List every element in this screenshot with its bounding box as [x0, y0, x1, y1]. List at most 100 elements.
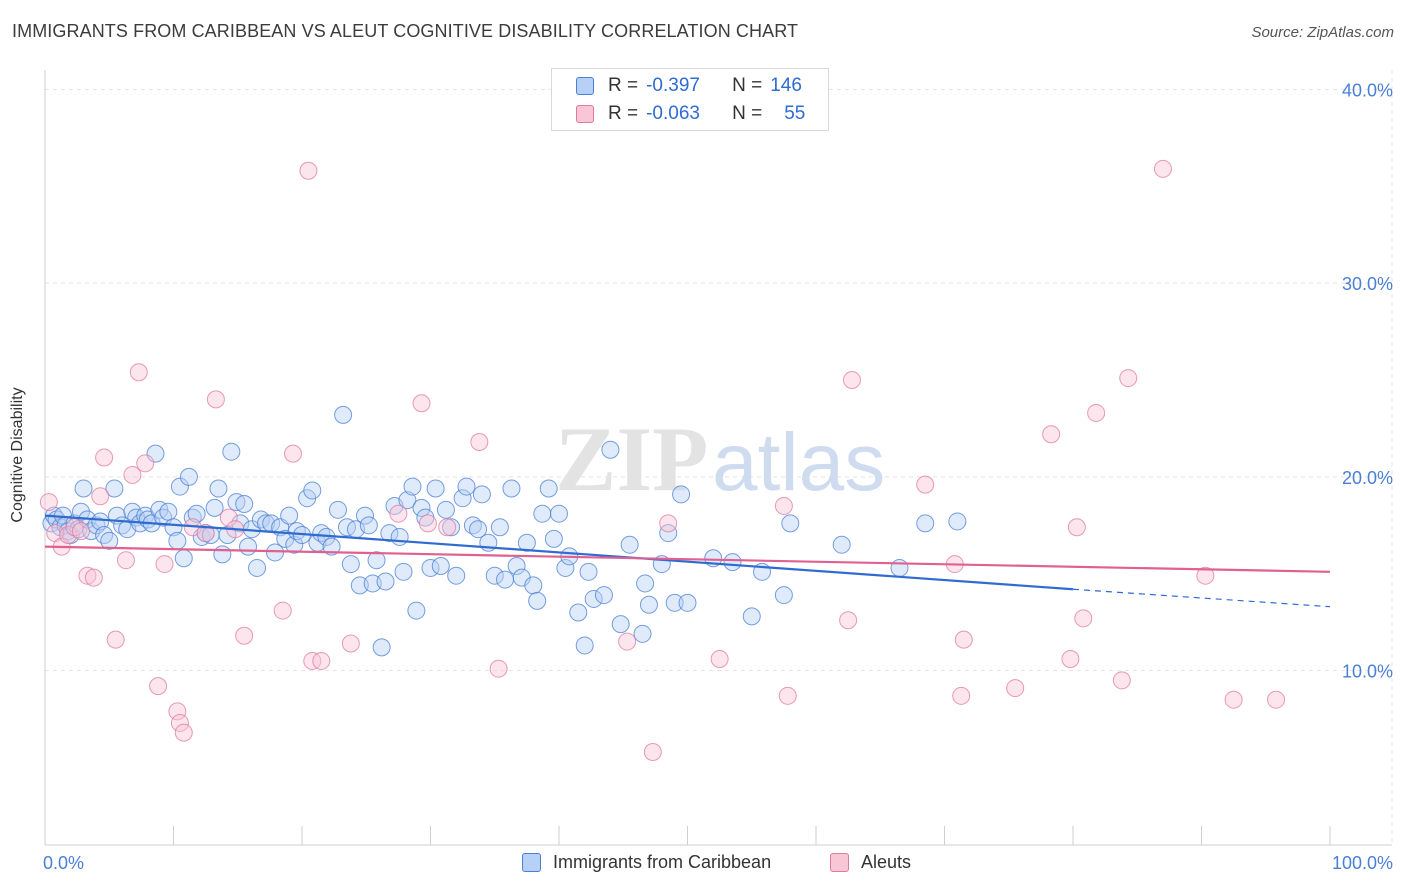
legend-label-caribbean: Immigrants from Caribbean — [553, 852, 772, 872]
point-caribbean — [457, 477, 476, 496]
watermark-atlas: atlas — [712, 417, 885, 508]
point-aleuts — [618, 632, 637, 651]
point-caribbean — [611, 615, 630, 634]
point-aleuts — [954, 630, 973, 649]
r-label: R = — [608, 75, 639, 96]
series-legend: Immigrants from Caribbean Aleuts — [0, 852, 1406, 878]
point-caribbean — [633, 624, 652, 643]
point-aleuts — [219, 508, 238, 527]
point-caribbean — [544, 529, 563, 548]
legend-swatch-caribbean — [576, 77, 594, 95]
point-caribbean — [575, 636, 594, 655]
point-caribbean — [403, 477, 422, 496]
point-aleuts — [1074, 609, 1093, 628]
point-caribbean — [916, 514, 935, 533]
point-aleuts — [1196, 566, 1215, 585]
y-tick-label: 10.0% — [1342, 662, 1393, 682]
grid-lines — [45, 70, 1393, 845]
n-label: N = — [732, 103, 763, 124]
point-caribbean — [394, 562, 413, 581]
point-aleuts — [952, 686, 971, 705]
point-caribbean — [665, 593, 684, 612]
axes — [44, 70, 1392, 846]
point-aleuts — [136, 454, 155, 473]
n-value: 55 — [784, 103, 806, 124]
point-aleuts — [116, 551, 135, 570]
point-caribbean — [672, 485, 691, 504]
point-caribbean — [528, 591, 547, 610]
point-aleuts — [284, 444, 303, 463]
n-label: N = — [732, 75, 763, 96]
point-caribbean — [248, 558, 267, 577]
source-credit: Source: ZipAtlas.com — [1251, 24, 1394, 41]
point-aleuts — [341, 634, 360, 653]
point-caribbean — [594, 586, 613, 605]
point-caribbean — [359, 516, 378, 535]
point-caribbean — [303, 481, 322, 500]
point-aleuts — [84, 568, 103, 587]
point-caribbean — [355, 506, 374, 525]
point-caribbean — [168, 531, 187, 550]
point-aleuts — [71, 522, 90, 541]
point-caribbean — [280, 506, 299, 525]
legend-swatch-aleuts — [830, 853, 849, 872]
watermark-zip: ZIP — [555, 408, 708, 510]
legend-item-caribbean[interactable]: Immigrants from Caribbean — [522, 852, 771, 873]
point-caribbean — [412, 498, 431, 517]
point-aleuts — [170, 713, 189, 732]
point-caribbean — [579, 562, 598, 581]
trend-line-aleuts — [44, 545, 1331, 573]
point-caribbean — [322, 537, 341, 556]
point-caribbean — [328, 500, 347, 519]
point-caribbean — [774, 586, 793, 605]
point-caribbean — [496, 570, 515, 589]
point-caribbean — [390, 527, 409, 546]
point-caribbean — [781, 514, 800, 533]
point-aleuts — [273, 601, 292, 620]
point-aleuts — [839, 611, 858, 630]
point-caribbean — [209, 479, 228, 498]
point-caribbean — [436, 500, 455, 519]
point-aleuts — [1224, 690, 1243, 709]
point-caribbean — [447, 566, 466, 585]
point-caribbean — [469, 520, 488, 539]
point-aleuts — [235, 626, 254, 645]
legend-swatch-aleuts — [576, 105, 594, 123]
point-aleuts — [106, 630, 125, 649]
point-aleuts — [196, 524, 215, 543]
point-aleuts — [149, 677, 168, 696]
point-caribbean — [213, 545, 232, 564]
point-caribbean — [222, 442, 241, 461]
point-caribbean — [187, 504, 206, 523]
point-aleuts — [168, 702, 187, 721]
point-aleuts — [1006, 679, 1025, 698]
y-tick-label: 30.0% — [1342, 274, 1393, 294]
point-caribbean — [723, 553, 742, 572]
correlation-legend: R = -0.397 N = 146 R = -0.063 N = 55 — [551, 68, 829, 131]
point-caribbean — [517, 533, 536, 552]
point-caribbean — [334, 405, 353, 424]
x-tick-label: 100.0% — [1332, 853, 1393, 873]
point-caribbean — [407, 601, 426, 620]
point-caribbean — [380, 524, 399, 543]
point-aleuts — [389, 504, 408, 523]
point-caribbean — [285, 535, 304, 554]
point-caribbean — [832, 535, 851, 554]
chart-title: IMMIGRANTS FROM CARIBBEAN VS ALEUT COGNI… — [12, 21, 799, 41]
point-caribbean — [890, 558, 909, 577]
r-label: R = — [608, 103, 639, 124]
legend-item-aleuts[interactable]: Aleuts — [830, 852, 911, 873]
point-aleuts — [312, 651, 331, 670]
point-caribbean — [431, 557, 450, 575]
point-caribbean — [170, 477, 189, 496]
point-caribbean — [442, 518, 461, 537]
legend-row-aleuts: R = -0.063 N = 55 — [576, 101, 805, 127]
point-caribbean — [74, 479, 93, 498]
point-aleuts — [155, 555, 174, 574]
point-caribbean — [678, 593, 697, 612]
point-aleuts — [489, 659, 508, 678]
trend-line-caribbean — [44, 514, 1074, 591]
point-aleuts — [1119, 369, 1138, 388]
point-caribbean — [159, 502, 178, 521]
